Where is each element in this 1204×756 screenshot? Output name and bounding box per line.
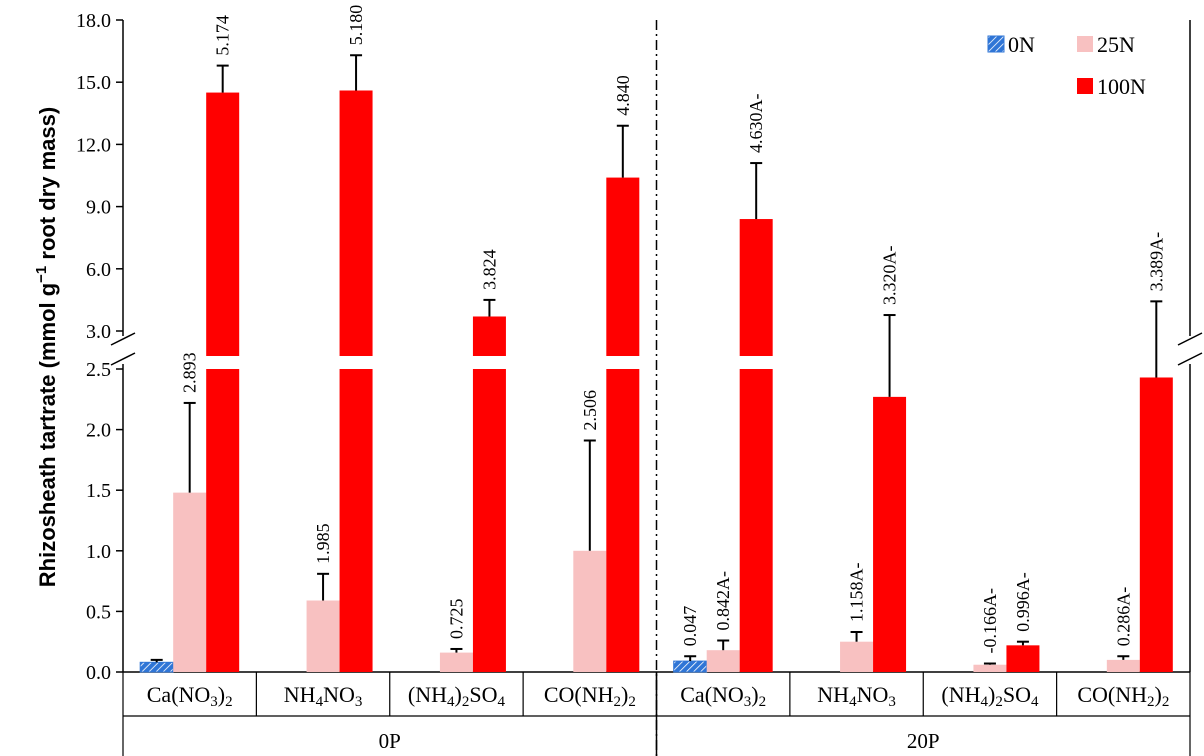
data-label: 0.047 [680, 606, 700, 647]
category-label: Ca(NO3)2 [680, 682, 766, 710]
data-label: 3.389A- [1146, 232, 1166, 292]
y-tick-label: 1.0 [86, 541, 111, 563]
chart-marks: 0.0 0.5 1.0 1.5 2.0 2.5 3.0 6.0 9.0 12.0 15.0 18.0 0… [76, 5, 1204, 756]
data-label: 0.996A- [1013, 572, 1033, 632]
group-label: 20P [907, 729, 940, 753]
axis-break-mask-left [109, 338, 137, 362]
category-label: Ca(NO3)2 [147, 682, 233, 710]
100N-bar [339, 331, 373, 356]
data-label: 2.506 [580, 390, 600, 431]
25N-bar [840, 641, 874, 672]
data-label: 0.842A- [713, 571, 733, 631]
legend: 0N 25N 100N [987, 32, 1146, 99]
100N-bar [1139, 377, 1173, 672]
legend-label: 100N [1097, 74, 1146, 99]
data-label: 3.824 [479, 249, 499, 290]
axis-break-mark-left [110, 332, 136, 346]
data-label: 2.893 [180, 352, 200, 393]
axis-break-mark-left [110, 352, 136, 366]
0N-bar [673, 660, 708, 673]
100N-bar [739, 331, 773, 356]
100N-bar [739, 369, 773, 672]
data-label: 4.840 [613, 75, 633, 116]
100N-bar [472, 316, 506, 331]
legend-label: 0N [1008, 32, 1035, 57]
100N-bar [206, 369, 240, 672]
y-tick-label: 2.0 [86, 420, 111, 442]
y-tick-label: 9.0 [86, 197, 111, 219]
100N-bar [606, 369, 640, 672]
category-label: NH4NO3 [284, 682, 363, 710]
y-tick-label: 0.5 [86, 601, 111, 623]
data-label: 5.180 [346, 5, 366, 46]
y-tick-label: 2.5 [86, 359, 111, 381]
25N-bar [706, 650, 740, 672]
100N-bar [339, 90, 373, 331]
100N-bar [1006, 645, 1040, 672]
legend-swatch [1077, 78, 1093, 94]
legend-swatch [1077, 36, 1093, 52]
25N-bar [173, 492, 207, 672]
axis-break-mark-right [1177, 332, 1203, 346]
data-label: -0.166A- [980, 588, 1000, 654]
100N-bar [606, 177, 640, 331]
data-label: 0.725 [446, 598, 466, 639]
100N-bar [472, 369, 506, 672]
25N-bar [306, 600, 340, 672]
data-label: 0.286A- [1113, 587, 1133, 647]
25N-bar [1106, 659, 1140, 672]
25N-bar [573, 550, 607, 672]
100N-bar [206, 331, 240, 356]
100N-bar [472, 331, 506, 356]
group-label: 0P [379, 729, 401, 753]
y-tick-label: 15.0 [76, 72, 111, 94]
data-label: 4.630A- [746, 94, 766, 154]
data-label: 1.158A- [847, 563, 867, 623]
25N-bar [439, 652, 473, 672]
100N-bar [739, 219, 773, 331]
category-label: CO(NH2)2 [544, 682, 636, 710]
axis-break-mask-right [1176, 338, 1204, 362]
100N-bar [206, 92, 240, 331]
25N-bar [973, 664, 1007, 672]
y-tick-label: 0.0 [86, 662, 111, 684]
category-label: (NH4)2SO4 [408, 682, 506, 710]
data-label: 1.985 [313, 523, 333, 564]
0N-bar [139, 661, 174, 673]
data-label: 5.174 [213, 15, 233, 56]
axis-break-mark-right [1177, 352, 1203, 366]
y-tick-label: 12.0 [76, 134, 111, 156]
legend-swatch [987, 35, 1005, 53]
y-tick-label: 18.0 [76, 10, 111, 32]
category-label: (NH4)2SO4 [941, 682, 1039, 710]
100N-bar [873, 396, 907, 672]
category-label: NH4NO3 [817, 682, 896, 710]
y-tick-label: 3.0 [86, 321, 111, 343]
100N-bar [606, 331, 640, 356]
category-label: CO(NH2)2 [1077, 682, 1169, 710]
y-axis-title: Rhizosheath tartrate (mmol g−1 root dry … [33, 107, 60, 587]
legend-label: 25N [1097, 32, 1135, 57]
data-label: 3.320A- [880, 246, 900, 306]
y-tick-label: 6.0 [86, 259, 111, 281]
y-tick-label: 1.5 [86, 480, 111, 502]
100N-bar [339, 369, 373, 672]
